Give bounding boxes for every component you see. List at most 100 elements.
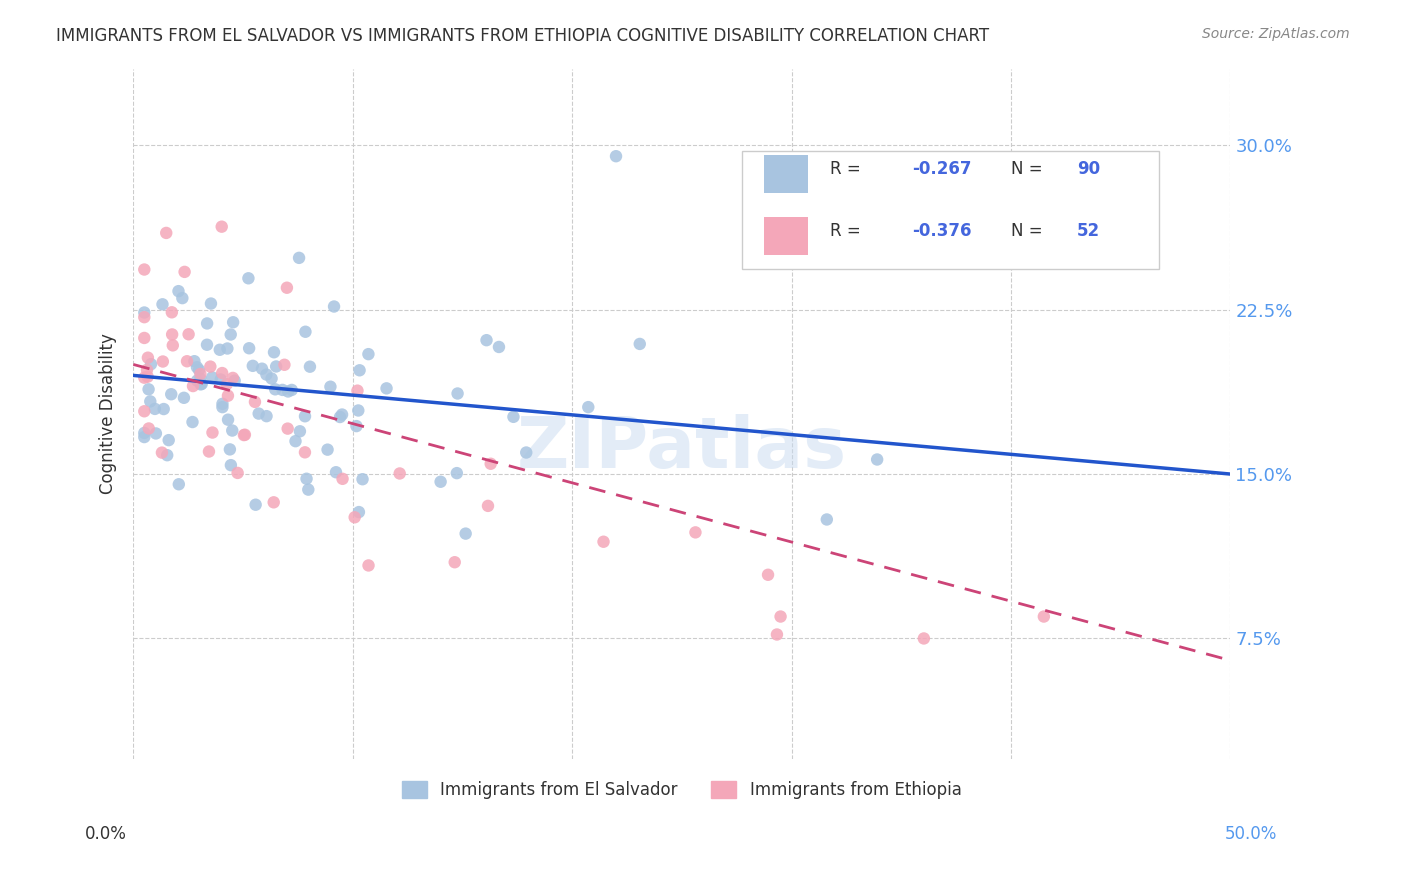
- Point: [183, 354, 205, 368]
- Point: [347, 505, 370, 519]
- Point: [605, 149, 627, 163]
- Point: [200, 296, 222, 310]
- Point: [352, 472, 374, 486]
- Point: [186, 360, 208, 375]
- Point: [346, 419, 368, 434]
- Point: [357, 347, 380, 361]
- Point: [188, 363, 211, 377]
- Point: [138, 421, 160, 435]
- Point: [176, 354, 198, 368]
- Point: [160, 305, 183, 319]
- Point: [454, 526, 477, 541]
- Point: [188, 372, 211, 386]
- Point: [222, 315, 245, 329]
- Point: [173, 265, 195, 279]
- Point: [443, 555, 465, 569]
- FancyBboxPatch shape: [742, 152, 1159, 268]
- Point: [134, 331, 156, 345]
- Point: [815, 512, 838, 526]
- Point: [288, 251, 311, 265]
- Point: [479, 457, 502, 471]
- Text: 90: 90: [1077, 160, 1099, 178]
- Point: [284, 434, 307, 449]
- Point: [219, 458, 242, 472]
- Point: [592, 534, 614, 549]
- Point: [139, 357, 162, 371]
- Point: [136, 351, 159, 365]
- Point: [219, 442, 242, 457]
- Point: [349, 363, 371, 377]
- Point: [162, 338, 184, 352]
- Point: [215, 377, 238, 392]
- Point: [232, 428, 254, 442]
- Point: [152, 297, 174, 311]
- Point: [329, 410, 352, 425]
- Point: [388, 467, 411, 481]
- Point: [347, 403, 370, 417]
- Point: [332, 472, 354, 486]
- Text: N =: N =: [1011, 222, 1047, 240]
- Point: [685, 525, 707, 540]
- Point: [134, 305, 156, 319]
- Point: [181, 415, 204, 429]
- Point: [190, 377, 212, 392]
- Point: [172, 291, 194, 305]
- Point: [152, 402, 174, 417]
- Point: [156, 448, 179, 462]
- Point: [134, 310, 156, 325]
- Point: [136, 363, 159, 377]
- Text: R =: R =: [830, 222, 866, 240]
- Point: [243, 395, 266, 409]
- Point: [195, 337, 218, 351]
- Point: [263, 345, 285, 359]
- Point: [264, 382, 287, 396]
- Point: [143, 401, 166, 416]
- Point: [628, 337, 651, 351]
- Point: [195, 317, 218, 331]
- Point: [766, 627, 789, 641]
- Point: [263, 495, 285, 509]
- Point: [260, 371, 283, 385]
- Point: [155, 226, 177, 240]
- Point: [150, 445, 173, 459]
- Point: [343, 510, 366, 524]
- Point: [769, 609, 792, 624]
- Point: [134, 370, 156, 384]
- Point: [488, 340, 510, 354]
- Point: [211, 400, 233, 414]
- Text: 52: 52: [1077, 222, 1099, 240]
- Point: [186, 374, 208, 388]
- Point: [325, 465, 347, 479]
- Point: [250, 361, 273, 376]
- Point: [346, 384, 368, 398]
- Point: [173, 391, 195, 405]
- Point: [238, 341, 260, 355]
- Point: [288, 424, 311, 438]
- Point: [357, 558, 380, 573]
- Point: [294, 445, 316, 459]
- Text: 50.0%: 50.0%: [1225, 825, 1278, 843]
- Point: [273, 358, 295, 372]
- Point: [280, 383, 302, 397]
- Point: [294, 409, 316, 424]
- Point: [139, 394, 162, 409]
- Point: [238, 271, 260, 285]
- Point: [134, 404, 156, 418]
- Point: [217, 342, 239, 356]
- Point: [181, 379, 204, 393]
- Point: [226, 466, 249, 480]
- Point: [256, 409, 278, 424]
- Point: [866, 452, 889, 467]
- Point: [160, 327, 183, 342]
- Point: [167, 284, 190, 298]
- Point: [134, 430, 156, 444]
- Y-axis label: Cognitive Disability: Cognitive Disability: [100, 334, 117, 494]
- Point: [177, 327, 200, 342]
- Point: [446, 386, 468, 401]
- Point: [323, 300, 346, 314]
- Point: [217, 389, 239, 403]
- Point: [297, 483, 319, 497]
- Point: [138, 382, 160, 396]
- Point: [211, 366, 233, 380]
- Point: [134, 425, 156, 440]
